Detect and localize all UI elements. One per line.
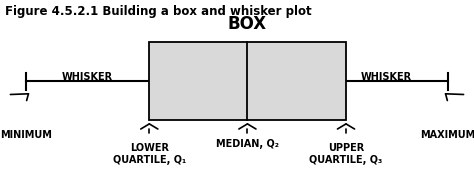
- Text: LOWER
QUARTILE, Q₁: LOWER QUARTILE, Q₁: [113, 143, 186, 165]
- Text: BOX: BOX: [228, 15, 267, 33]
- Text: MINIMUM: MINIMUM: [0, 130, 52, 139]
- Text: MAXIMUM: MAXIMUM: [420, 130, 474, 139]
- Text: WHISKER: WHISKER: [62, 72, 113, 82]
- Text: UPPER
QUARTILE, Q₃: UPPER QUARTILE, Q₃: [310, 143, 383, 165]
- Text: MEDIAN, Q₂: MEDIAN, Q₂: [216, 139, 279, 149]
- Bar: [149, 42, 346, 120]
- Text: WHISKER: WHISKER: [361, 72, 412, 82]
- Text: Figure 4.5.2.1 Building a box and whisker plot: Figure 4.5.2.1 Building a box and whiske…: [5, 5, 311, 18]
